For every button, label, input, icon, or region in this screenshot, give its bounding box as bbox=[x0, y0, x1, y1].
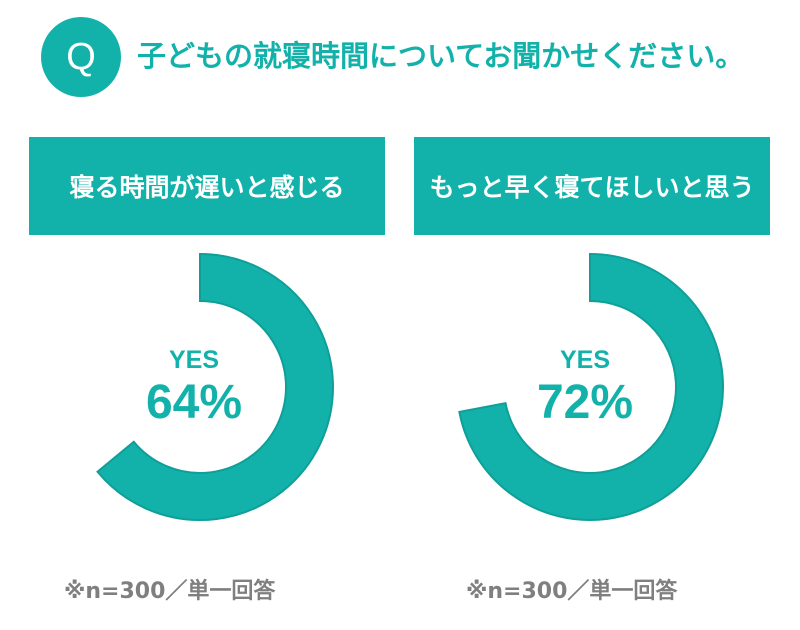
chart-2-note: ※n=300／単一回答 bbox=[466, 579, 678, 604]
chart-1-title: 寝る時間が遅いと感じる bbox=[29, 137, 385, 235]
chart-2-donut bbox=[458, 252, 724, 521]
chart-2-title: もっと早く寝てほしいと思う bbox=[414, 137, 770, 235]
chart-1-value-label: 64% bbox=[145, 376, 243, 429]
question-badge-letter: Q bbox=[66, 35, 96, 78]
chart-2-yes-segment bbox=[458, 252, 724, 521]
chart-2-yes-label: YES bbox=[559, 346, 611, 374]
chart-1-center: YES 64% bbox=[124, 345, 264, 431]
chart-1-yes-segment bbox=[96, 252, 334, 521]
chart-2-value-label: 72% bbox=[536, 376, 634, 429]
chart-1-donut bbox=[96, 252, 334, 521]
question-title: 子どもの就寝時間についてお聞かせください。 bbox=[137, 39, 745, 73]
chart-2-center: YES 72% bbox=[515, 345, 655, 431]
question-badge: Q bbox=[41, 17, 121, 97]
chart-1-note: ※n=300／単一回答 bbox=[64, 579, 276, 604]
chart-1-yes-label: YES bbox=[168, 346, 220, 374]
